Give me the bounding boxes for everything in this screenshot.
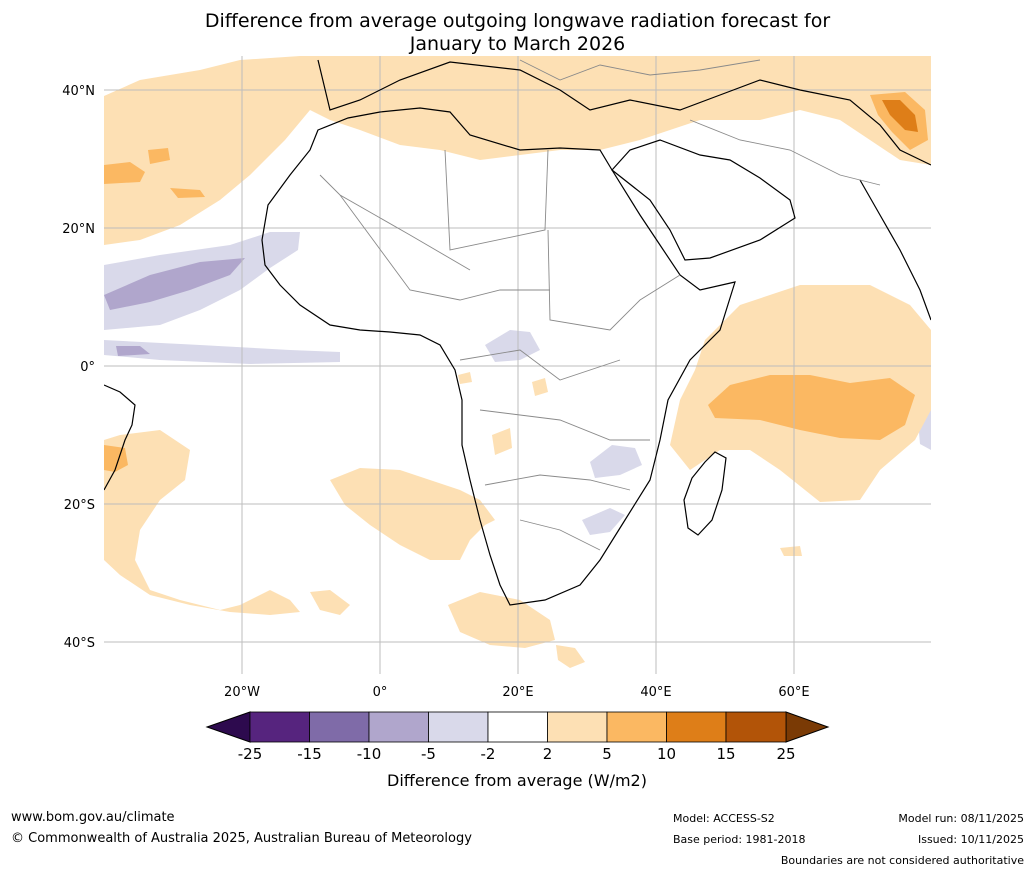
- colorbar-segment: [487, 711, 548, 743]
- border-4: [459, 349, 621, 381]
- gabon-positive-spot: [532, 378, 548, 396]
- colorbar-segment: [249, 711, 310, 743]
- south-atlantic-positive-region: [104, 430, 300, 615]
- colorbar-tick: 10: [657, 745, 676, 763]
- indian-ocean-core-positive-region: [708, 375, 915, 440]
- colorbar-label: Difference from average (W/m2): [387, 771, 647, 790]
- lat-label-0: 0°: [80, 360, 95, 375]
- lat-label-20s: 20°S: [64, 498, 95, 513]
- tropical-atlantic-negative-band: [104, 340, 340, 364]
- colorbar-segment: [368, 711, 429, 743]
- congo-positive-spot: [458, 372, 472, 384]
- tropical-atlantic-small-negative: [116, 346, 150, 356]
- colorbar-tick: 2: [543, 745, 553, 763]
- chart-title-line1: Difference from average outgoing longwav…: [204, 10, 831, 32]
- madagascar-east-positive-spot: [780, 546, 802, 556]
- iran-strong-positive-region: [882, 100, 918, 132]
- disclaimer-text: Boundaries are not considered authoritat…: [780, 854, 1024, 867]
- lon-label-40e: 40°E: [640, 685, 671, 700]
- colorbar-segment: [547, 711, 608, 743]
- mozambique-negative-region: [582, 508, 625, 535]
- border-2: [444, 149, 549, 251]
- southern-africa-positive-region: [330, 468, 495, 560]
- issued-text: Issued: 10/11/2025: [917, 833, 1024, 846]
- atlantic-spot2-positive-region: [148, 148, 170, 164]
- lon-label-0: 0°: [373, 685, 388, 700]
- lon-label-60e: 60°E: [778, 685, 809, 700]
- colorbar-segment: [309, 711, 370, 743]
- tropical-atlantic-core-negative-region: [104, 258, 245, 310]
- arabia-coastline: [611, 139, 796, 261]
- map-area: [104, 56, 931, 674]
- kalahari-positive-region: [492, 428, 512, 455]
- colorbar-tick: -25: [238, 745, 263, 763]
- europe-coastline: [317, 59, 931, 166]
- website-link: www.bom.gov.au/climate: [11, 810, 175, 825]
- brazil-coast-positive-region: [104, 445, 128, 472]
- colorbar-segment: [725, 711, 787, 743]
- lat-label-40n: 40°N: [62, 84, 95, 99]
- coastlines: [104, 59, 931, 606]
- colorbar-tick: -5: [421, 745, 436, 763]
- central-africa-negative-region: [485, 330, 540, 362]
- lon-label-20w: 20°W: [224, 685, 260, 700]
- lon-label-20e: 20°E: [502, 685, 533, 700]
- colorbar-ticks: -25 -15 -10 -5 -2 2 5 10 15 25: [238, 745, 796, 763]
- country-borders: [319, 59, 881, 551]
- gridlines: [104, 56, 931, 674]
- atlantic-spot3-positive-region: [170, 188, 205, 198]
- agulhas-positive-region: [448, 592, 555, 648]
- base-period-text: Base period: 1981-2018: [673, 833, 806, 846]
- colorbar-tick: -10: [357, 745, 382, 763]
- colorbar-tick: 5: [602, 745, 612, 763]
- border-8: [339, 194, 550, 301]
- border-10: [519, 59, 761, 81]
- border-5: [479, 409, 650, 441]
- colorbar-segment: [606, 711, 667, 743]
- chart-title-line2: January to March 2026: [409, 33, 626, 55]
- border-1: [319, 174, 471, 271]
- colorbar-tick: -2: [481, 745, 496, 763]
- model-text: Model: ACCESS-S2: [673, 812, 775, 825]
- border-7: [519, 519, 601, 551]
- colorbar-segment: [428, 711, 489, 743]
- colorbar: -25 -15 -10 -5 -2 2 5 10 15 25 Differenc…: [205, 711, 830, 790]
- south-america-coastline: [104, 384, 136, 491]
- india-coastline: [859, 179, 931, 321]
- colorbar-tick: 15: [716, 745, 735, 763]
- chart-title: Difference from average outgoing longwav…: [0, 10, 1035, 56]
- lat-label-40s: 40°S: [64, 636, 95, 651]
- lon-labels: 20°W 0° 20°E 40°E 60°E: [224, 685, 810, 700]
- madagascar-coastline: [683, 451, 727, 536]
- atlantic-spot-positive-region: [104, 162, 145, 184]
- lat-label-20n: 20°N: [62, 222, 95, 237]
- border-9: [689, 119, 881, 186]
- model-run-text: Model run: 08/11/2025: [898, 812, 1024, 825]
- agulhas-small-positive-spot: [556, 645, 585, 668]
- east-africa-negative-region: [590, 445, 642, 478]
- colorbar-over-arrow: [785, 711, 830, 743]
- africa-coastline: [261, 107, 736, 606]
- south-atlantic-spot-region: [310, 590, 350, 615]
- colorbar-segment: [666, 711, 727, 743]
- colorbar-tick: 25: [776, 745, 795, 763]
- colorbar-under-arrow: [205, 711, 251, 743]
- north-atlantic-positive-region: [104, 56, 330, 245]
- lat-labels: 40°N 20°N 0° 20°S 40°S: [62, 84, 95, 651]
- border-6: [484, 474, 631, 491]
- copyright-text: © Commonwealth of Australia 2025, Austra…: [11, 831, 472, 846]
- colorbar-tick: -15: [297, 745, 322, 763]
